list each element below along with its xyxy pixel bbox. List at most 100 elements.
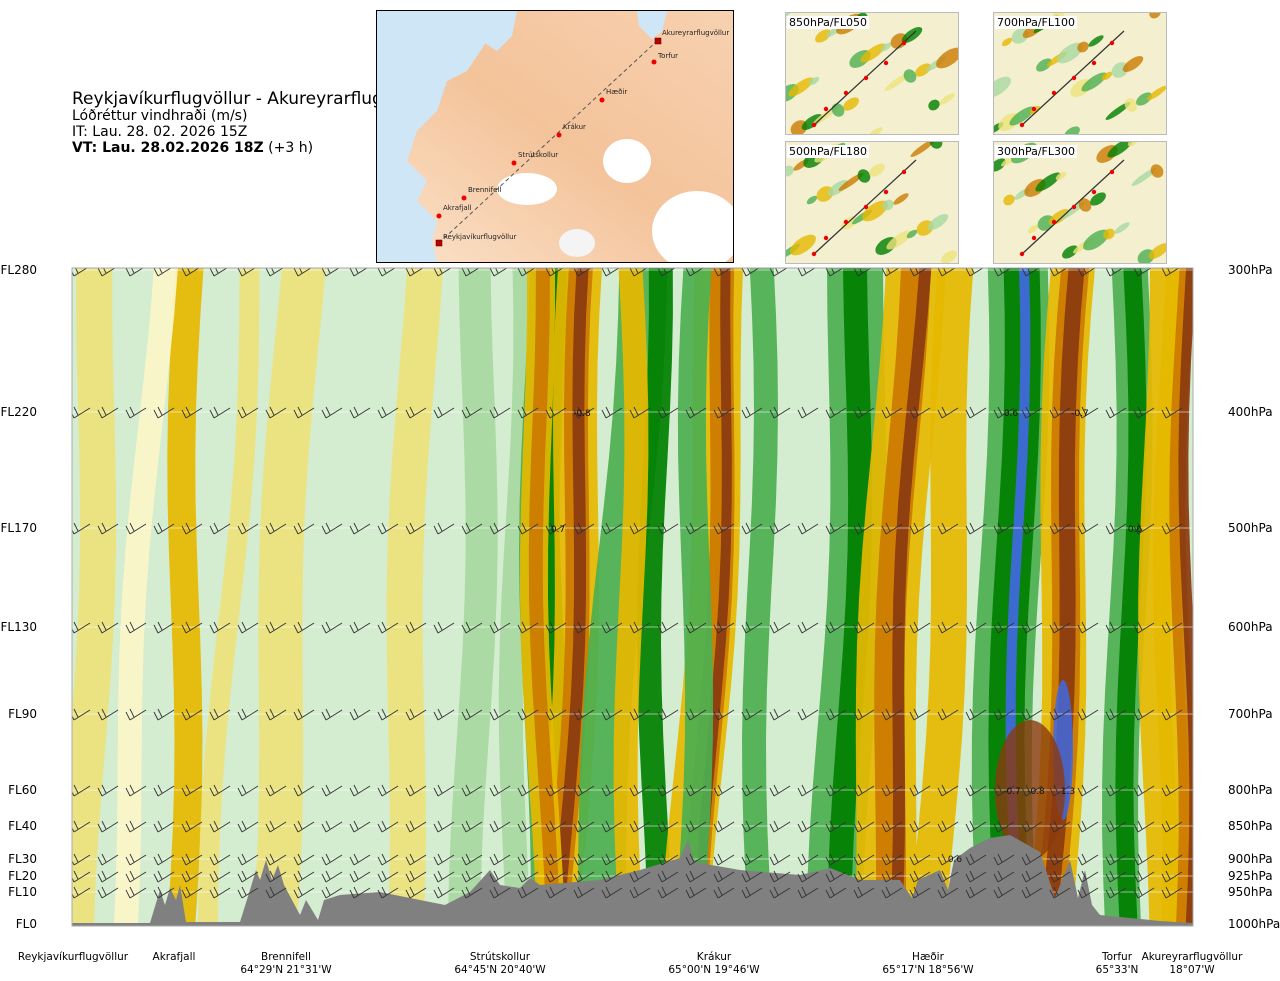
wind-barb xyxy=(377,820,399,833)
wind-barb xyxy=(965,268,984,277)
wind-barb xyxy=(1133,708,1155,721)
wind-barb xyxy=(937,406,959,419)
wind-barb xyxy=(909,621,931,634)
wind-barb xyxy=(461,406,483,419)
wind-barb xyxy=(937,820,959,833)
wind-barb xyxy=(601,268,620,277)
wind-barb xyxy=(1105,886,1127,899)
wind-barb xyxy=(545,853,567,866)
wind-barb xyxy=(321,708,343,721)
wind-barb xyxy=(433,522,455,535)
wind-barb xyxy=(545,708,567,721)
wind-barb xyxy=(797,621,819,634)
wind-barb xyxy=(657,820,679,833)
wind-barb xyxy=(153,853,175,866)
wind-barb xyxy=(237,870,259,883)
wind-barb xyxy=(825,621,847,634)
wind-barb xyxy=(265,522,287,535)
hpa-label: 400hPa xyxy=(1228,405,1273,419)
hpa-label: 600hPa xyxy=(1228,620,1273,634)
wind-barb xyxy=(629,853,651,866)
wind-barb xyxy=(517,708,539,721)
route-point: Akureyrarflugvöllur xyxy=(654,29,729,45)
wind-barb xyxy=(657,886,679,899)
wind-barb xyxy=(1077,784,1099,797)
wind-barb xyxy=(377,522,399,535)
wind-barb xyxy=(97,268,116,277)
wind-barb xyxy=(72,820,91,833)
panel-500hpa[interactable]: 500hPa/FL180 xyxy=(785,141,959,264)
wind-barb xyxy=(853,621,875,634)
wind-barb xyxy=(1133,853,1155,866)
wind-barb xyxy=(965,870,987,883)
location-label: Krákur 65°00'N 19°46'W xyxy=(668,951,760,976)
hpa-label: 900hPa xyxy=(1228,852,1273,866)
wind-barb xyxy=(349,708,371,721)
wind-barb xyxy=(461,708,483,721)
wind-barb xyxy=(237,853,259,866)
wind-barb xyxy=(1077,708,1099,721)
wind-barb xyxy=(97,886,119,899)
wind-barb xyxy=(1133,820,1155,833)
wind-barb xyxy=(125,268,144,277)
wind-barb xyxy=(517,886,539,899)
wind-barb xyxy=(349,522,371,535)
wind-barb xyxy=(629,820,651,833)
contour-band xyxy=(167,268,204,926)
wind-barb xyxy=(713,268,732,277)
panel-850hpa[interactable]: 850hPa/FL050 xyxy=(785,12,959,135)
wind-barb xyxy=(72,268,88,277)
wind-barb xyxy=(657,870,679,883)
panel-700hpa[interactable]: 700hPa/FL100 xyxy=(993,12,1167,135)
fl-label: FL130 xyxy=(0,620,38,634)
wind-barb xyxy=(321,621,343,634)
wind-barb xyxy=(349,784,371,797)
wind-barb xyxy=(993,708,1015,721)
wind-barb xyxy=(1021,621,1043,634)
wind-barb xyxy=(825,406,847,419)
wind-barb xyxy=(545,406,567,419)
wind-barb xyxy=(909,708,931,721)
wind-barb xyxy=(377,853,399,866)
hpa-label: 700hPa xyxy=(1228,707,1273,721)
wind-barb xyxy=(685,621,707,634)
hpa-label: 800hPa xyxy=(1228,783,1273,797)
location-label: Torfur 65°33'N xyxy=(1095,951,1139,976)
wind-barb xyxy=(1161,406,1183,419)
wind-barb xyxy=(629,522,651,535)
location-label: Akrafjall xyxy=(152,951,196,963)
contour-band xyxy=(386,268,443,926)
wind-barb xyxy=(349,268,368,277)
wind-barb xyxy=(517,406,539,419)
route-map: Akureyrarflugvöllur Torfur Hæðir Krákur Strú… xyxy=(376,10,734,263)
wind-barb xyxy=(601,820,623,833)
wind-barb xyxy=(1161,820,1183,833)
wind-barb xyxy=(349,406,371,419)
wind-barb xyxy=(181,406,203,419)
route-point-label: Brennifell xyxy=(468,186,501,194)
wind-barb xyxy=(741,853,763,866)
wind-barb xyxy=(461,870,483,883)
wind-barb xyxy=(1077,886,1099,899)
contour-value-label: 0.6 xyxy=(1128,525,1143,535)
location-label: Brennifell 64°29'N 21°31'W xyxy=(240,951,332,976)
initial-time: IT: Lau. 28. 02. 2026 15Z xyxy=(72,124,248,140)
contour-band xyxy=(1169,268,1193,926)
wind-barb xyxy=(1049,870,1071,883)
wind-barb xyxy=(237,268,256,277)
wind-barb xyxy=(853,268,872,277)
plot-frame xyxy=(71,267,1194,927)
wind-barb xyxy=(853,406,875,419)
sea-fjord xyxy=(482,11,517,51)
wind-barb xyxy=(377,621,399,634)
wind-barb xyxy=(237,406,259,419)
panel-300hpa[interactable]: 300hPa/FL300 xyxy=(993,141,1167,264)
wind-barb xyxy=(1133,621,1155,634)
wind-barb xyxy=(937,708,959,721)
wind-barb xyxy=(489,886,511,899)
valid-time: VT: Lau. 28.02.2026 18Z (+3 h) xyxy=(72,140,314,156)
wind-barb xyxy=(937,870,959,883)
wind-barb xyxy=(741,870,763,883)
wind-barb xyxy=(1021,886,1043,899)
panel-850hpa-svg xyxy=(786,13,958,134)
